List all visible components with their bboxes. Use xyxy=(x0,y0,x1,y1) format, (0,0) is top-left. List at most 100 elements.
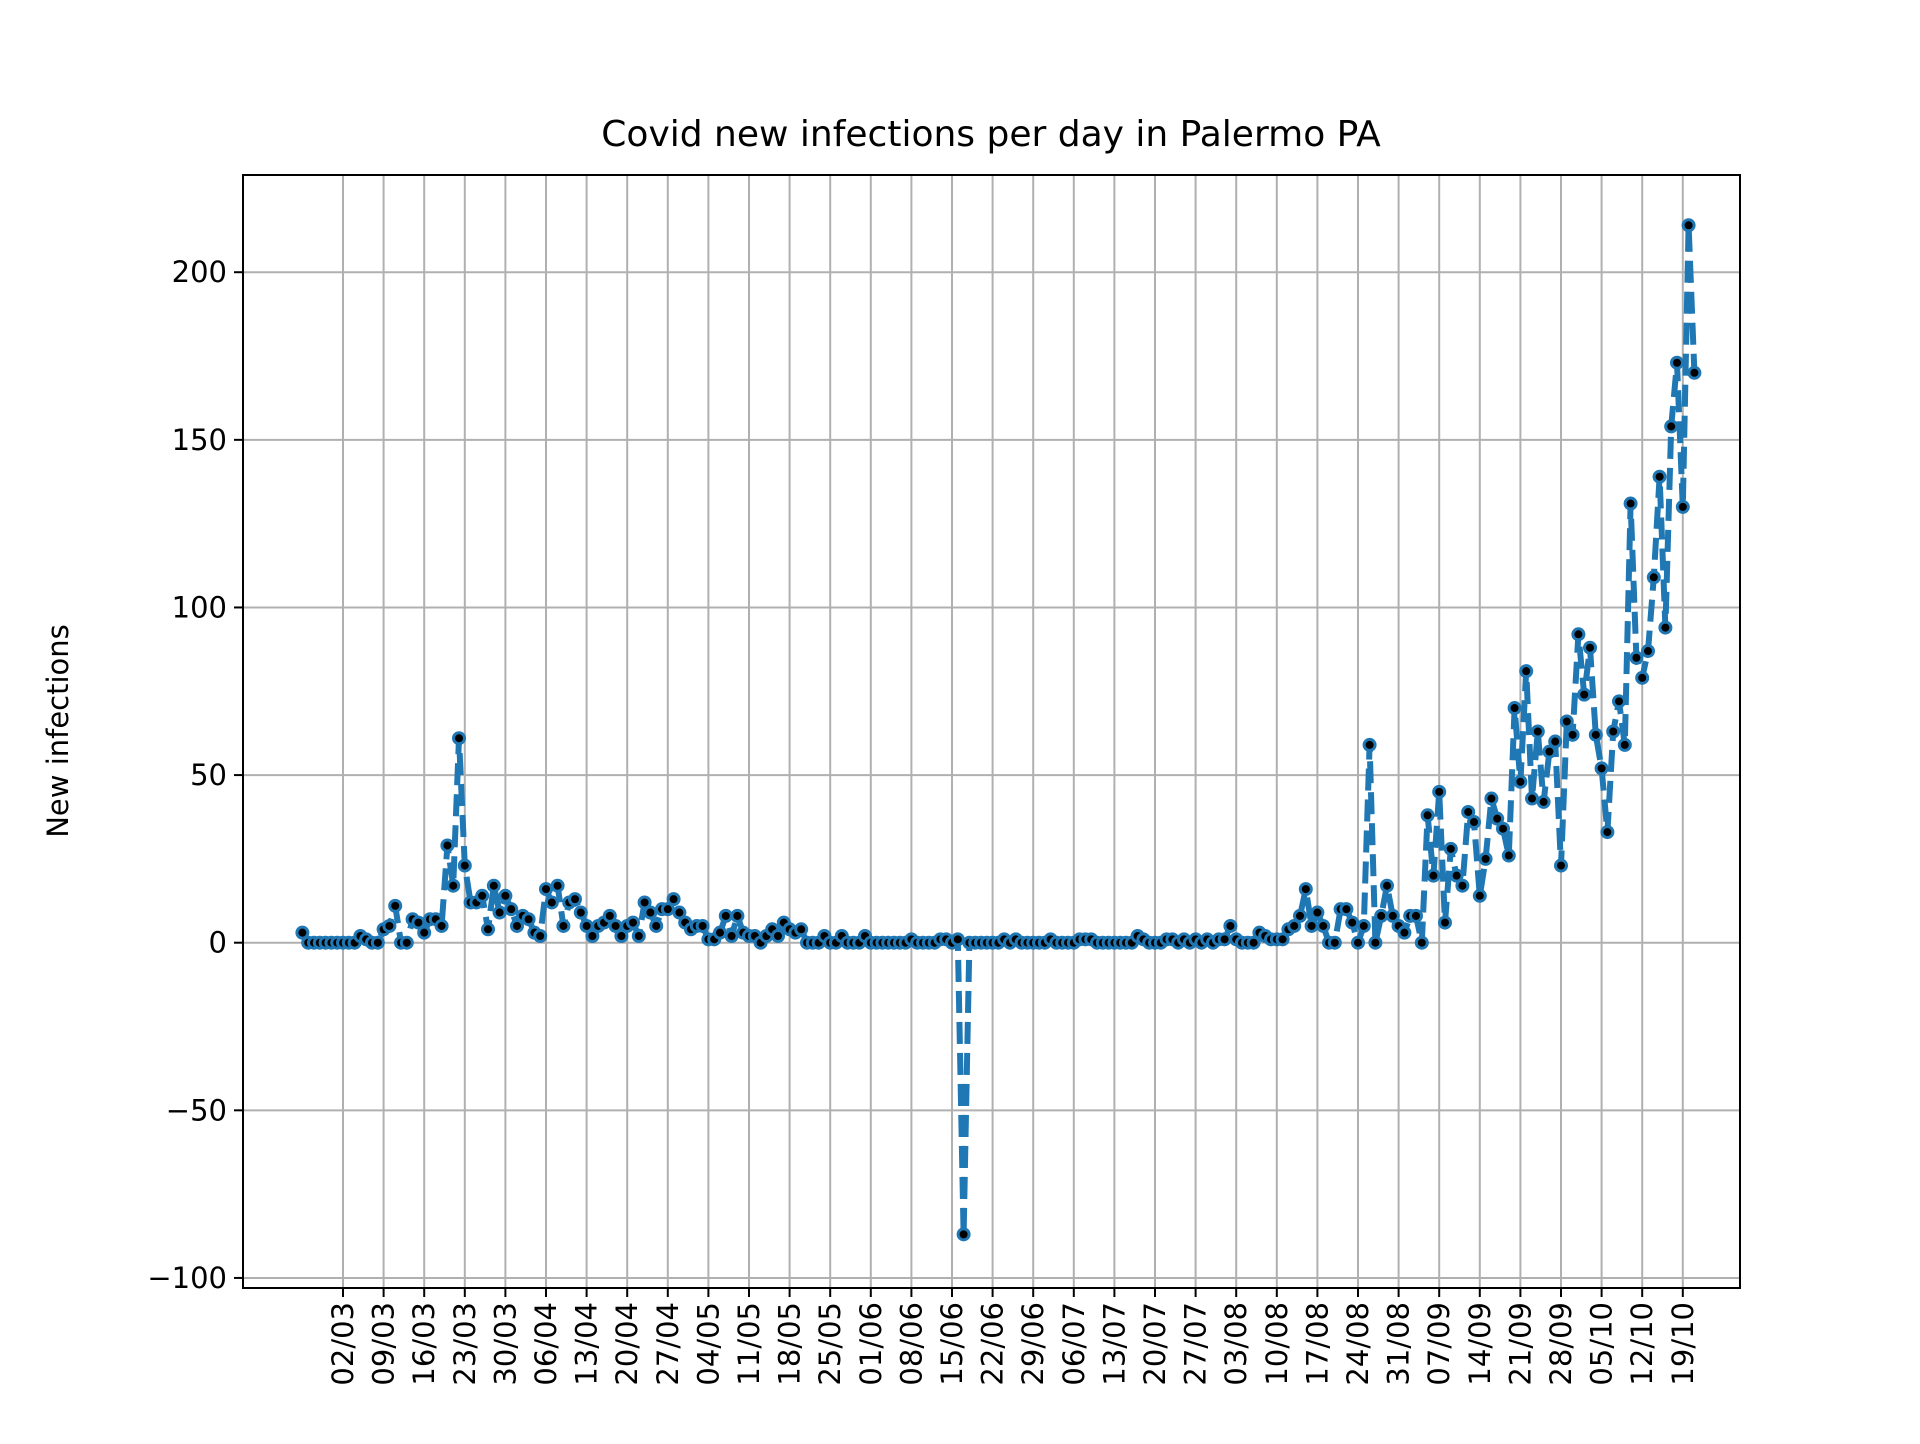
data-point xyxy=(446,878,461,893)
x-tick-label: 09/03 xyxy=(367,1302,401,1386)
x-tick-label: 28/09 xyxy=(1544,1302,1578,1386)
data-point xyxy=(1223,918,1238,933)
data-point xyxy=(1368,935,1383,950)
data-point xyxy=(452,731,466,746)
data-point xyxy=(1310,905,1325,920)
data-point xyxy=(521,912,536,927)
x-tick-label: 18/05 xyxy=(773,1302,807,1386)
data-point xyxy=(1670,355,1684,370)
data-point xyxy=(649,918,664,933)
data-point xyxy=(1513,774,1528,789)
data-point xyxy=(1664,419,1679,434)
series-line xyxy=(299,222,1698,1238)
data-point xyxy=(295,925,310,940)
data-point xyxy=(1542,744,1557,759)
data-point xyxy=(382,918,397,933)
y-axis-ticks: −100 −50 0 50 100 150 200 xyxy=(147,255,243,1295)
data-point xyxy=(1675,499,1690,514)
data-point xyxy=(1594,761,1609,776)
data-point xyxy=(1298,882,1313,897)
data-point xyxy=(1565,727,1580,742)
data-point xyxy=(1629,650,1644,665)
data-point xyxy=(1583,640,1597,655)
x-tick-label: 07/09 xyxy=(1422,1302,1456,1386)
data-point xyxy=(1652,469,1667,484)
x-tick-label: 27/07 xyxy=(1179,1302,1213,1386)
data-point xyxy=(956,1227,971,1242)
data-point xyxy=(1484,791,1499,806)
data-point xyxy=(1571,627,1586,642)
data-point xyxy=(539,882,553,897)
x-tick-label: 30/03 xyxy=(488,1302,522,1386)
data-point xyxy=(1525,791,1539,806)
data-point xyxy=(1438,915,1452,930)
data-point xyxy=(602,908,617,923)
y-tick-label: 0 xyxy=(209,926,227,960)
data-point xyxy=(1275,932,1290,947)
data-point xyxy=(1339,902,1354,917)
x-tick-label: 05/10 xyxy=(1585,1302,1619,1386)
data-point xyxy=(573,905,588,920)
data-point xyxy=(434,918,449,933)
y-tick-label: 50 xyxy=(190,758,227,792)
data-point xyxy=(1623,496,1638,511)
data-point xyxy=(1646,570,1661,585)
data-point xyxy=(1681,218,1696,233)
data-point xyxy=(1548,734,1563,749)
x-tick-label: 19/10 xyxy=(1666,1302,1700,1386)
x-tick-label: 13/04 xyxy=(570,1302,604,1386)
data-point xyxy=(492,905,507,920)
data-point xyxy=(713,925,727,940)
x-tick-label: 01/06 xyxy=(854,1302,888,1386)
x-tick-label: 27/04 xyxy=(651,1302,685,1386)
data-point xyxy=(1414,935,1429,950)
grid xyxy=(243,175,1740,1288)
series-layer xyxy=(295,218,1702,1242)
data-point xyxy=(695,918,710,933)
x-tick-label: 31/08 xyxy=(1382,1302,1416,1386)
data-point xyxy=(533,928,548,943)
data-point xyxy=(1397,925,1412,940)
data-point xyxy=(1362,737,1377,752)
data-point xyxy=(1351,935,1365,950)
data-point xyxy=(1559,714,1574,729)
data-point xyxy=(718,908,733,923)
x-tick-label: 06/07 xyxy=(1057,1302,1091,1386)
data-point xyxy=(950,932,965,947)
data-point xyxy=(457,858,472,873)
data-point xyxy=(1635,670,1650,685)
data-point xyxy=(1606,724,1621,739)
y-tick-label: 150 xyxy=(172,423,227,457)
x-tick-label: 14/09 xyxy=(1463,1302,1497,1386)
x-tick-label: 13/07 xyxy=(1097,1302,1131,1386)
data-point xyxy=(399,935,414,950)
x-tick-label: 20/07 xyxy=(1138,1302,1172,1386)
y-tick-label: 100 xyxy=(172,590,227,624)
data-point xyxy=(1472,888,1487,903)
data-point xyxy=(1449,868,1464,883)
x-tick-label: 12/10 xyxy=(1625,1302,1659,1386)
data-point xyxy=(1658,620,1673,635)
data-point xyxy=(643,905,658,920)
data-point xyxy=(1687,365,1702,380)
data-point xyxy=(1467,815,1481,830)
data-point xyxy=(388,898,403,913)
data-point xyxy=(1345,915,1360,930)
data-point xyxy=(631,928,646,943)
y-axis-label: New infections xyxy=(41,624,75,838)
x-tick-label: 15/06 xyxy=(935,1302,969,1386)
data-point xyxy=(1461,804,1476,819)
x-tick-label: 29/06 xyxy=(1016,1302,1050,1386)
data-point xyxy=(1316,918,1331,933)
data-point xyxy=(1554,858,1568,873)
data-point xyxy=(544,895,559,910)
x-tick-label: 20/04 xyxy=(610,1302,644,1386)
data-point xyxy=(672,905,687,920)
data-point xyxy=(1432,784,1447,799)
x-tick-label: 22/06 xyxy=(976,1302,1010,1386)
data-point xyxy=(568,892,582,907)
data-point xyxy=(1356,918,1371,933)
y-tick-label: −100 xyxy=(147,1261,227,1295)
data-point xyxy=(1246,935,1261,950)
data-point xyxy=(1530,724,1545,739)
